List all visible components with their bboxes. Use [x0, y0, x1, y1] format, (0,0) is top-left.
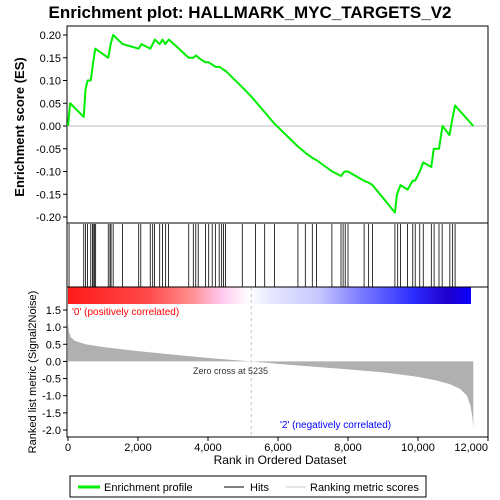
x-tick-label: 12,000 [454, 442, 488, 454]
metric-y-axis-label: Ranked list metric (Signal2Noise) [27, 291, 39, 454]
legend-box [69, 475, 427, 498]
es-y-tick-label: -0.10 [36, 167, 61, 179]
legend-profile-label: Enrichment profile [104, 482, 193, 494]
ranking-metric-area [68, 323, 474, 429]
es-y-tick-label: 0.10 [40, 76, 61, 88]
es-y-tick-label: -0.20 [36, 212, 61, 224]
metric-y-tick-label: 0.0 [46, 356, 61, 368]
legend-metric-label: Ranking metric scores [310, 482, 419, 494]
es-y-tick-label: 0.00 [40, 121, 61, 133]
x-tick-label: 8,000 [334, 442, 362, 454]
metric-y-tick-label: 0.5 [46, 339, 61, 351]
enrichment-profile-line [67, 34, 475, 214]
x-tick-label: 0 [65, 442, 71, 454]
metric-y-tick-label: 1.5 [46, 305, 61, 317]
negative-correlation-label: '2' (negatively correlated) [280, 420, 391, 431]
metric-y-tick-label: -2.0 [42, 425, 61, 437]
metric-y-tick-label: -0.5 [42, 374, 61, 386]
hit-lines [68, 224, 456, 287]
es-panel-frame [66, 25, 489, 224]
x-tick-label: 6,000 [264, 442, 292, 454]
es-y-ticks: 0.20 0.15 0.10 0.05 0.00 -0.05 -0.10 -0.15 -0.20 [36, 30, 67, 224]
hits-panel-frame [66, 222, 489, 288]
es-y-tick-label: 0.20 [40, 30, 61, 42]
x-tick-label: 4,000 [194, 442, 222, 454]
legend-hits-label: Hits [250, 482, 269, 494]
metric-y-tick-label: -1.0 [42, 391, 61, 403]
x-tick-label: 2,000 [124, 442, 152, 454]
metric-y-tick-label: 1.0 [46, 322, 61, 334]
es-y-tick-label: 0.15 [40, 53, 61, 65]
metric-y-ticks: 1.5 1.0 0.5 0.0 -0.5 -1.0 -1.5 -2.0 [42, 305, 67, 437]
chart-title: Enrichment plot: HALLMARK_MYC_TARGETS_V2 [49, 3, 452, 22]
es-y-tick-label: 0.05 [40, 98, 61, 110]
es-y-tick-label: -0.05 [36, 144, 61, 156]
x-axis-label: Rank in Ordered Dataset [214, 453, 347, 467]
es-y-tick-label: -0.15 [36, 189, 61, 201]
metric-y-tick-label: -1.5 [42, 408, 61, 420]
x-tick-label: 10,000 [401, 442, 435, 454]
positive-correlation-label: '0' (positively correlated) [72, 307, 179, 318]
x-axis-ticks: 0 2,000 4,000 6,000 8,000 10,000 12,000 [65, 437, 489, 454]
zero-cross-label: Zero cross at 5235 [193, 366, 268, 376]
rank-color-bar [68, 287, 471, 304]
es-y-axis-label: Enrichment score (ES) [12, 57, 27, 196]
